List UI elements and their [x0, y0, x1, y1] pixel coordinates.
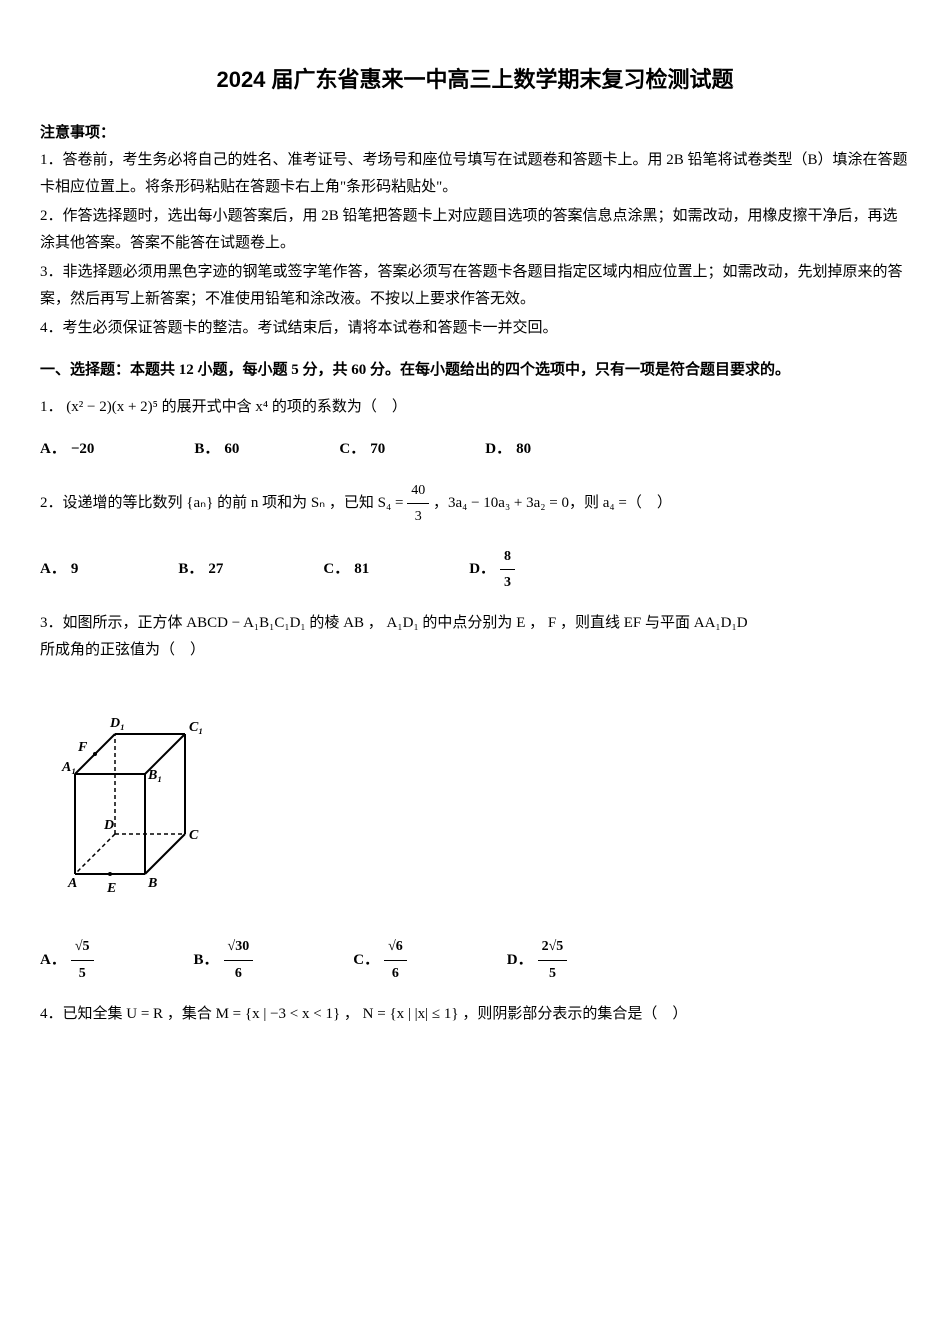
q1-options: A．−20 B．60 C．70 D．80	[40, 436, 910, 463]
q3-options: A． √5 5 B． √30 6 C． √6 6 D． 2√5 5	[40, 934, 910, 985]
label-c: C	[189, 828, 199, 843]
label-c1: C₁	[189, 720, 203, 735]
q3-line: EF	[624, 615, 642, 631]
q3-mid2: ，	[368, 615, 383, 631]
q3-mid5: ，则直线	[560, 615, 624, 631]
q2-option-b: B．27	[178, 544, 223, 595]
q2-option-c: C．81	[323, 544, 369, 595]
q3-pt1: E	[516, 615, 525, 631]
notice-1: 1．答卷前，考生务必将自己的姓名、准考证号、考场号和座位号填写在试题卷和答题卡上…	[40, 147, 910, 201]
q1-option-a: A．−20	[40, 436, 94, 463]
q1-option-b: B．60	[194, 436, 239, 463]
q2-option-d: D． 8 3	[469, 544, 515, 595]
question-2: 2．设递增的等比数列 {aₙ} 的前 n 项和为 Sₙ ，已知 S₄ = 40 …	[40, 478, 910, 529]
label-d: D	[103, 818, 114, 833]
q3-option-b: B． √30 6	[194, 934, 254, 985]
q1-prefix: 1．	[40, 399, 63, 415]
question-1: 1． (x² − 2)(x + 2)⁵ 的展开式中含 x⁴ 的项的系数为（ ）	[40, 394, 910, 421]
q2-mid2: ，已知	[329, 495, 378, 511]
q3-edge1: AB	[343, 615, 364, 631]
q1-term: x⁴	[255, 399, 268, 415]
label-a: A	[67, 876, 77, 891]
q2-option-a: A．9	[40, 544, 78, 595]
q3-suffix: 所成角的正弦值为（ ）	[40, 642, 205, 658]
q4-prefix: 4．已知全集	[40, 1006, 126, 1022]
notice-2: 2．作答选择题时，选出每小题答案后，用 2B 铅笔把答题卡上对应题目选项的答案信…	[40, 203, 910, 257]
q4-suffix: ，则阴影部分表示的集合是（ ）	[462, 1006, 687, 1022]
question-3: 3．如图所示，正方体 ABCD − A₁B₁C₁D₁ 的棱 AB ， A₁D₁ …	[40, 610, 910, 664]
notice-heading: 注意事项：	[40, 120, 910, 147]
question-4: 4．已知全集 U = R ，集合 M = {x | −3 < x < 1} ， …	[40, 1001, 910, 1028]
label-a1: A₁	[61, 760, 76, 775]
q1-option-d: D．80	[485, 436, 531, 463]
q3-edge2: A₁D₁	[387, 615, 419, 631]
q3-mid6: 与平面	[645, 615, 694, 631]
q2-option-d-frac: 8 3	[500, 544, 515, 595]
q3-cube: ABCD − A₁B₁C₁D₁	[186, 615, 305, 631]
q2-seq: {aₙ}	[186, 495, 213, 511]
cube-svg: A B C D A₁ B₁ C₁ D₁ E F	[40, 679, 270, 909]
q3-option-c: C． √6 6	[353, 934, 407, 985]
q2-sn: Sₙ	[311, 495, 325, 511]
q3-prefix: 3．如图所示，正方体	[40, 615, 186, 631]
label-b1: B₁	[147, 768, 162, 783]
q2-mid3: ，3a₄ − 10a₃ + 3a₂ = 0，则 a₄ =（ ）	[433, 495, 672, 511]
q3-plane: AA₁D₁D	[694, 615, 748, 631]
notice-3: 3．非选择题必须用黑色字迹的钢笔或签字笔作答，答案必须写在答题卡各题目指定区域内…	[40, 259, 910, 313]
label-f: F	[77, 740, 88, 755]
q4-m: M = {x | −3 < x < 1}	[216, 1006, 341, 1022]
q1-middle: 的展开式中含	[162, 399, 256, 415]
q4-u: U = R	[126, 1006, 163, 1022]
label-d1: D₁	[109, 716, 125, 731]
q4-mid2: ，	[344, 1006, 359, 1022]
q3-option-d: D． 2√5 5	[507, 934, 568, 985]
q2-frac: 40 3	[407, 478, 429, 529]
q3-mid1: 的棱	[309, 615, 343, 631]
q3-mid3: 的中点分别为	[422, 615, 516, 631]
label-b: B	[147, 876, 157, 891]
exam-title: 2024 届广东省惠来一中高三上数学期末复习检测试题	[40, 60, 910, 100]
q3-pt2: F	[548, 615, 556, 631]
section-1-heading: 一、选择题：本题共 12 小题，每小题 5 分，共 60 分。在每小题给出的四个…	[40, 357, 910, 384]
q2-options: A．9 B．27 C．81 D． 8 3	[40, 544, 910, 595]
q4-mid1: ，集合	[167, 1006, 216, 1022]
q1-option-c: C．70	[339, 436, 385, 463]
cube-diagram: A B C D A₁ B₁ C₁ D₁ E F	[40, 679, 910, 919]
q1-expr: (x² − 2)(x + 2)⁵	[66, 399, 158, 415]
q2-s4eq: S₄ =	[378, 495, 408, 511]
q4-n: N = {x | |x| ≤ 1}	[363, 1006, 459, 1022]
q2-prefix: 2．设递增的等比数列	[40, 495, 186, 511]
q3-mid4: ，	[529, 615, 544, 631]
q3-option-a: A． √5 5	[40, 934, 94, 985]
q2-mid1: 的前 n 项和为	[217, 495, 311, 511]
q1-suffix: 的项的系数为（ ）	[272, 399, 407, 415]
notice-4: 4．考生必须保证答题卡的整洁。考试结束后，请将本试卷和答题卡一并交回。	[40, 315, 910, 342]
label-e: E	[106, 881, 116, 896]
